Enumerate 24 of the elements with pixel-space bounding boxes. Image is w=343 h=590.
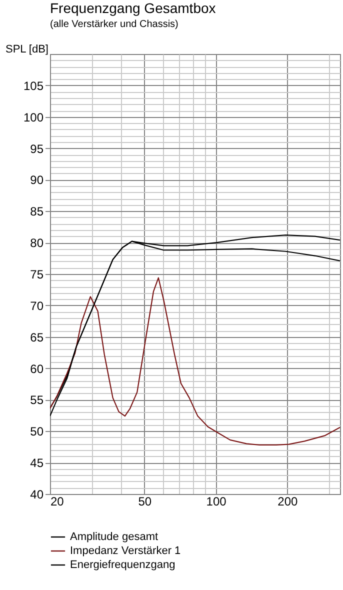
chart-title: Frequenzgang Gesamtbox — [50, 0, 216, 16]
y-axis-title: SPL [dB] — [5, 44, 48, 56]
legend-label: Energiefrequenzgang — [70, 559, 176, 571]
legend-label: Amplitude gesamt — [70, 531, 158, 543]
x-tick-label: 20 — [50, 494, 64, 508]
y-tick-label: 105 — [23, 78, 44, 93]
y-tick-label: 90 — [30, 173, 44, 188]
y-tick-label: 50 — [30, 424, 44, 439]
y-tick-label: 45 — [30, 456, 44, 470]
x-tick-label: 100 — [206, 494, 227, 508]
y-tick-label: 55 — [30, 393, 44, 408]
x-tick-label: 200 — [278, 494, 298, 508]
legend-label: Impedanz Verstärker 1 — [70, 545, 181, 557]
y-tick-label: 60 — [30, 362, 44, 376]
y-tick-label: 95 — [30, 142, 44, 156]
y-tick-label: 70 — [30, 298, 44, 313]
y-tick-label: 80 — [30, 236, 44, 250]
y-tick-label: 65 — [30, 330, 44, 344]
y-tick-label: 75 — [30, 268, 44, 282]
y-tick-label: 100 — [23, 110, 44, 124]
x-tick-label: 50 — [138, 494, 152, 508]
y-tick-label: 85 — [30, 204, 44, 219]
chart-subtitle: (alle Verstärker und Chassis) — [50, 19, 178, 30]
y-tick-label: 40 — [30, 488, 44, 502]
